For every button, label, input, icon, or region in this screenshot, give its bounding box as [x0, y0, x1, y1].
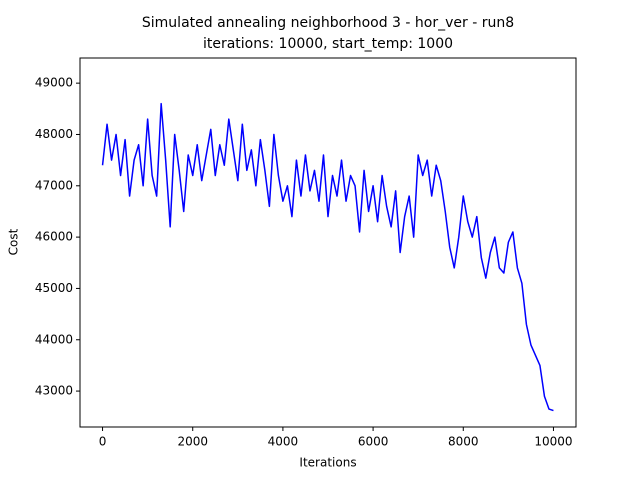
y-tick-label: 43000: [35, 384, 73, 398]
plot-frame: [79, 57, 577, 428]
chart-title: Simulated annealing neighborhood 3 - hor…: [142, 15, 514, 31]
x-tick-label: 10000: [534, 435, 572, 449]
x-tick-label: 8000: [448, 435, 479, 449]
y-tick-label: 47000: [35, 178, 73, 192]
x-axis-label: Iterations: [299, 456, 356, 470]
y-tick-label: 44000: [35, 332, 73, 346]
x-tick-label: 2000: [177, 435, 208, 449]
line-series: [101, 102, 554, 412]
x-tick-label: 4000: [268, 435, 299, 449]
chart-subtitle: iterations: 10000, start_temp: 1000: [203, 36, 453, 52]
y-tick-label: 49000: [35, 76, 73, 90]
y-tick-label: 46000: [35, 230, 73, 244]
x-tick-label: 0: [99, 435, 107, 449]
x-tick-label: 6000: [358, 435, 389, 449]
y-tick-label: 48000: [35, 127, 73, 141]
y-tick-label: 45000: [35, 281, 73, 295]
y-axis-label: Cost: [7, 228, 21, 255]
